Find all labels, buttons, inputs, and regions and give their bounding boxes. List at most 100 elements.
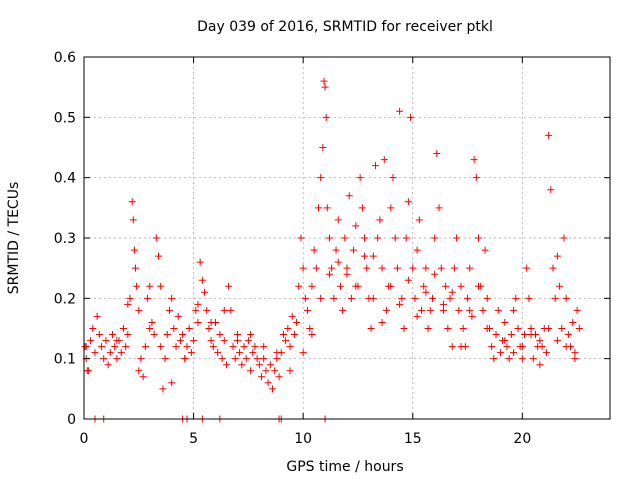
data-point	[328, 264, 336, 272]
data-point	[341, 234, 349, 242]
data-point	[152, 234, 160, 242]
data-point	[124, 300, 132, 308]
data-point	[505, 355, 513, 363]
data-point	[431, 234, 439, 242]
data-point	[512, 294, 520, 302]
data-point	[317, 174, 325, 182]
data-point	[483, 294, 491, 302]
data-point	[236, 349, 244, 357]
scatter-points	[81, 77, 583, 423]
data-point	[352, 282, 360, 290]
data-point	[545, 325, 553, 332]
data-point	[196, 258, 204, 266]
data-point	[404, 198, 412, 206]
data-point	[387, 282, 395, 290]
data-point	[496, 349, 504, 357]
data-point	[113, 355, 121, 363]
data-point	[159, 385, 167, 393]
data-point	[146, 325, 154, 332]
y-tick-label: 0.4	[54, 171, 76, 187]
data-point	[387, 204, 395, 212]
data-point	[179, 331, 187, 339]
data-point	[490, 355, 498, 363]
data-point	[157, 282, 165, 290]
data-point	[413, 246, 421, 254]
data-point	[216, 331, 224, 339]
data-point	[475, 234, 482, 242]
data-point	[137, 355, 145, 363]
data-point	[391, 234, 399, 242]
data-point	[564, 331, 572, 339]
y-tick-label: 0.6	[54, 50, 76, 66]
data-point	[104, 361, 112, 369]
data-point	[233, 337, 241, 345]
data-point	[514, 325, 522, 332]
data-point	[415, 216, 423, 224]
data-point	[488, 343, 496, 351]
data-point	[453, 234, 461, 242]
data-point	[260, 355, 268, 363]
data-point	[111, 343, 119, 351]
data-point	[424, 325, 432, 332]
data-point	[220, 306, 228, 314]
data-point	[279, 331, 287, 339]
data-point	[253, 355, 261, 363]
data-point	[222, 361, 230, 369]
data-point	[345, 192, 353, 200]
x-tick-label: 5	[189, 431, 198, 447]
data-point	[455, 306, 463, 314]
data-point	[106, 349, 114, 357]
data-point	[161, 355, 169, 363]
data-point	[398, 294, 406, 302]
data-point	[299, 264, 307, 272]
data-point	[301, 294, 309, 302]
data-point	[350, 246, 358, 254]
data-point	[527, 325, 535, 332]
data-point	[545, 131, 553, 139]
data-point	[207, 318, 215, 326]
data-point	[444, 325, 452, 332]
data-point	[521, 331, 529, 339]
data-point	[194, 300, 202, 308]
data-point	[571, 355, 579, 363]
data-point	[510, 349, 518, 357]
data-point	[334, 216, 342, 224]
data-point	[575, 325, 583, 332]
data-point	[547, 186, 555, 194]
data-point	[122, 343, 130, 351]
data-point	[249, 349, 257, 357]
data-point	[378, 318, 386, 326]
data-point	[332, 246, 340, 254]
data-point	[282, 337, 290, 345]
data-point	[553, 337, 561, 345]
data-point	[273, 349, 281, 357]
data-point	[470, 156, 478, 164]
data-point	[207, 337, 215, 345]
data-point	[260, 343, 268, 351]
data-point	[304, 306, 312, 314]
data-point	[400, 325, 408, 332]
data-point	[198, 276, 206, 284]
data-point	[308, 331, 316, 339]
data-point	[336, 282, 344, 290]
data-point	[286, 343, 294, 351]
data-point	[181, 355, 189, 363]
data-point	[409, 264, 417, 272]
data-point	[560, 234, 568, 242]
data-point	[214, 349, 222, 357]
data-point	[317, 294, 325, 302]
data-point	[396, 107, 404, 115]
data-point	[139, 373, 147, 381]
data-point	[310, 246, 318, 254]
data-point	[518, 343, 526, 351]
data-point	[227, 306, 235, 314]
data-point	[382, 306, 390, 314]
data-point	[172, 343, 180, 351]
data-point	[404, 276, 412, 284]
data-point	[251, 343, 259, 351]
data-point	[369, 294, 377, 302]
data-point	[273, 355, 281, 363]
y-tick-label: 0.3	[54, 231, 76, 247]
data-point	[330, 294, 338, 302]
